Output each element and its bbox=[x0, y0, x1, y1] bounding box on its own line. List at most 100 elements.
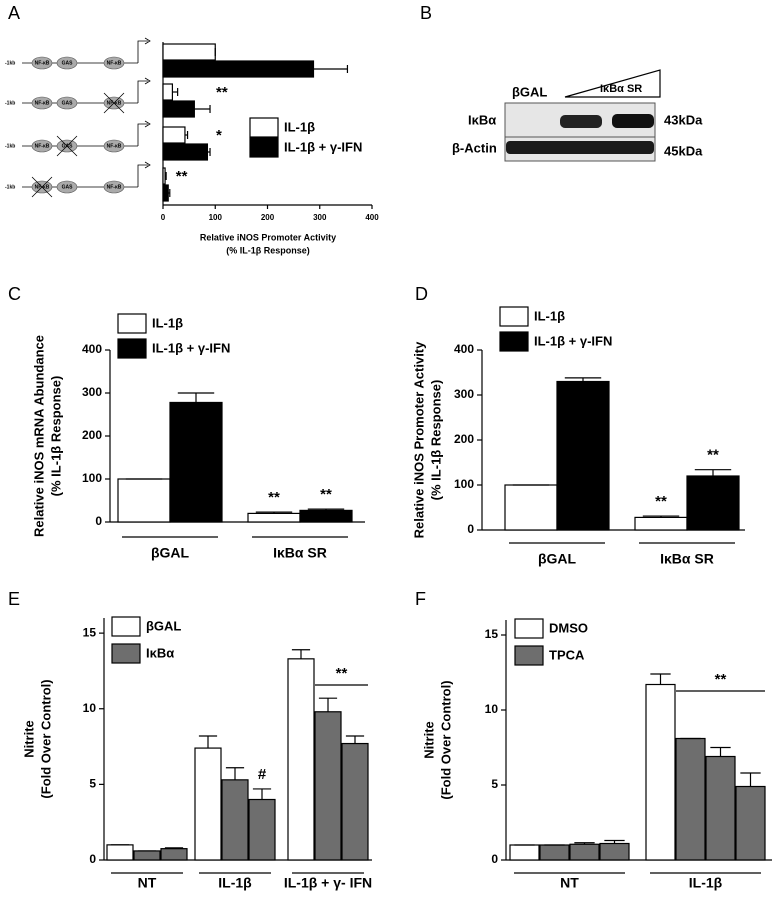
bar bbox=[599, 842, 630, 861]
x-tick-label: βGAL bbox=[538, 551, 577, 567]
construct-element bbox=[31, 139, 53, 153]
size-label: 45kDa bbox=[664, 143, 703, 158]
legend-label: IL-1β + γ-IFN bbox=[152, 340, 230, 355]
construct-label: NF-κB bbox=[107, 60, 122, 66]
y-axis-label: Nitrite bbox=[421, 721, 436, 759]
legend-swatch bbox=[249, 117, 279, 138]
bar bbox=[162, 83, 174, 101]
y-tick-label: 100 bbox=[454, 477, 474, 491]
bar bbox=[162, 60, 315, 78]
significance: * bbox=[216, 127, 222, 144]
bar bbox=[162, 184, 169, 202]
x-tick-label: 100 bbox=[209, 213, 223, 222]
bar bbox=[314, 711, 342, 861]
construct-element bbox=[31, 56, 53, 70]
construct-label: GAS bbox=[62, 100, 74, 106]
row-label: IκBα bbox=[468, 112, 496, 127]
mutation-cross bbox=[103, 92, 125, 114]
bar bbox=[634, 516, 688, 531]
bar bbox=[556, 380, 610, 531]
bar bbox=[645, 683, 676, 861]
lane-label: βGAL bbox=[512, 84, 547, 99]
construct-label: GAS bbox=[62, 60, 74, 66]
construct-element bbox=[56, 56, 78, 70]
legend-swatch bbox=[499, 306, 529, 327]
lane-label: IκBα SR bbox=[600, 83, 642, 95]
legend-swatch bbox=[111, 616, 141, 637]
bar bbox=[162, 100, 195, 118]
construct-element bbox=[56, 180, 78, 194]
x-tick-label: 0 bbox=[161, 213, 166, 222]
x-tick-label: 300 bbox=[313, 213, 327, 222]
legend-label: βGAL bbox=[146, 618, 181, 633]
bar bbox=[675, 737, 706, 861]
bar bbox=[160, 848, 188, 861]
x-tick-label: NT bbox=[560, 875, 579, 891]
bar bbox=[735, 785, 766, 861]
bar bbox=[299, 509, 353, 523]
construct-element bbox=[103, 180, 125, 194]
legend-label: IL-1β bbox=[152, 315, 183, 330]
construct-label: -1kb bbox=[5, 184, 15, 190]
construct-arrow bbox=[137, 77, 151, 103]
legend-swatch bbox=[499, 331, 529, 352]
y-tick-label: 0 bbox=[491, 852, 498, 866]
construct-arrow bbox=[137, 120, 151, 146]
panel-letter: D bbox=[415, 284, 428, 304]
dose-triangle bbox=[564, 69, 661, 98]
x-tick-label: 400 bbox=[365, 213, 379, 222]
bar bbox=[169, 401, 223, 523]
panel-letter: E bbox=[8, 589, 20, 609]
y-tick-label: 10 bbox=[83, 701, 97, 715]
legend-label: TPCA bbox=[549, 647, 585, 662]
panel-letter: B bbox=[420, 3, 432, 23]
y-axis-label: Nitrite bbox=[21, 720, 36, 758]
construct-label: GAS bbox=[62, 184, 74, 190]
construct-element bbox=[31, 96, 53, 110]
legend-label: IL-1β bbox=[534, 308, 565, 323]
y-axis-label: (% IL-1β Response) bbox=[428, 380, 443, 501]
y-tick-label: 200 bbox=[454, 432, 474, 446]
construct-element bbox=[56, 96, 78, 110]
y-tick-label: 100 bbox=[82, 471, 102, 485]
x-tick-label: IL-1β + γ- IFN bbox=[284, 875, 372, 891]
panel-letter: A bbox=[8, 3, 20, 23]
legend-label: IL-1β + γ-IFN bbox=[284, 139, 362, 154]
construct-element bbox=[103, 139, 125, 153]
significance: # bbox=[258, 766, 267, 783]
bar bbox=[162, 126, 186, 144]
y-axis-label: (% IL-1β Response) bbox=[48, 376, 63, 497]
construct-label: -1kb bbox=[5, 143, 15, 149]
x-tick-label: NT bbox=[138, 875, 157, 891]
bar bbox=[117, 478, 171, 523]
significance: ** bbox=[268, 489, 280, 506]
bar bbox=[106, 844, 134, 861]
construct-label: NF-κB bbox=[107, 184, 122, 190]
x-tick-label: βGAL bbox=[151, 545, 190, 561]
y-tick-label: 300 bbox=[82, 385, 102, 399]
y-tick-label: 5 bbox=[89, 777, 96, 791]
legend-swatch bbox=[117, 313, 147, 334]
y-axis-label: Relative iNOS mRNA Abundance bbox=[31, 335, 46, 537]
row-label: β-Actin bbox=[452, 140, 497, 155]
construct-arrow bbox=[137, 37, 151, 63]
y-tick-label: 400 bbox=[82, 342, 102, 356]
blot-band bbox=[612, 114, 654, 128]
blot: B βGAL IκBα SR IκBα β-Actin 43kDa 45kDa bbox=[420, 3, 703, 162]
x-tick-label: IκBα SR bbox=[660, 551, 714, 567]
legend-swatch bbox=[249, 137, 279, 158]
blot-band bbox=[506, 141, 654, 154]
bar bbox=[162, 167, 166, 185]
legend-swatch bbox=[514, 645, 544, 666]
y-axis-label: Relative iNOS Promoter Activity bbox=[411, 341, 426, 539]
bar bbox=[194, 747, 222, 861]
significance: ** bbox=[176, 168, 188, 185]
y-axis-label: (Fold Over Control) bbox=[438, 680, 453, 799]
x-axis-label: (% IL-1β Response) bbox=[226, 245, 310, 255]
bar bbox=[705, 755, 736, 861]
size-label: 43kDa bbox=[664, 112, 703, 127]
significance: ** bbox=[715, 671, 727, 688]
significance: ** bbox=[216, 84, 228, 101]
x-axis-label: Relative iNOS Promoter Activity bbox=[200, 232, 336, 242]
